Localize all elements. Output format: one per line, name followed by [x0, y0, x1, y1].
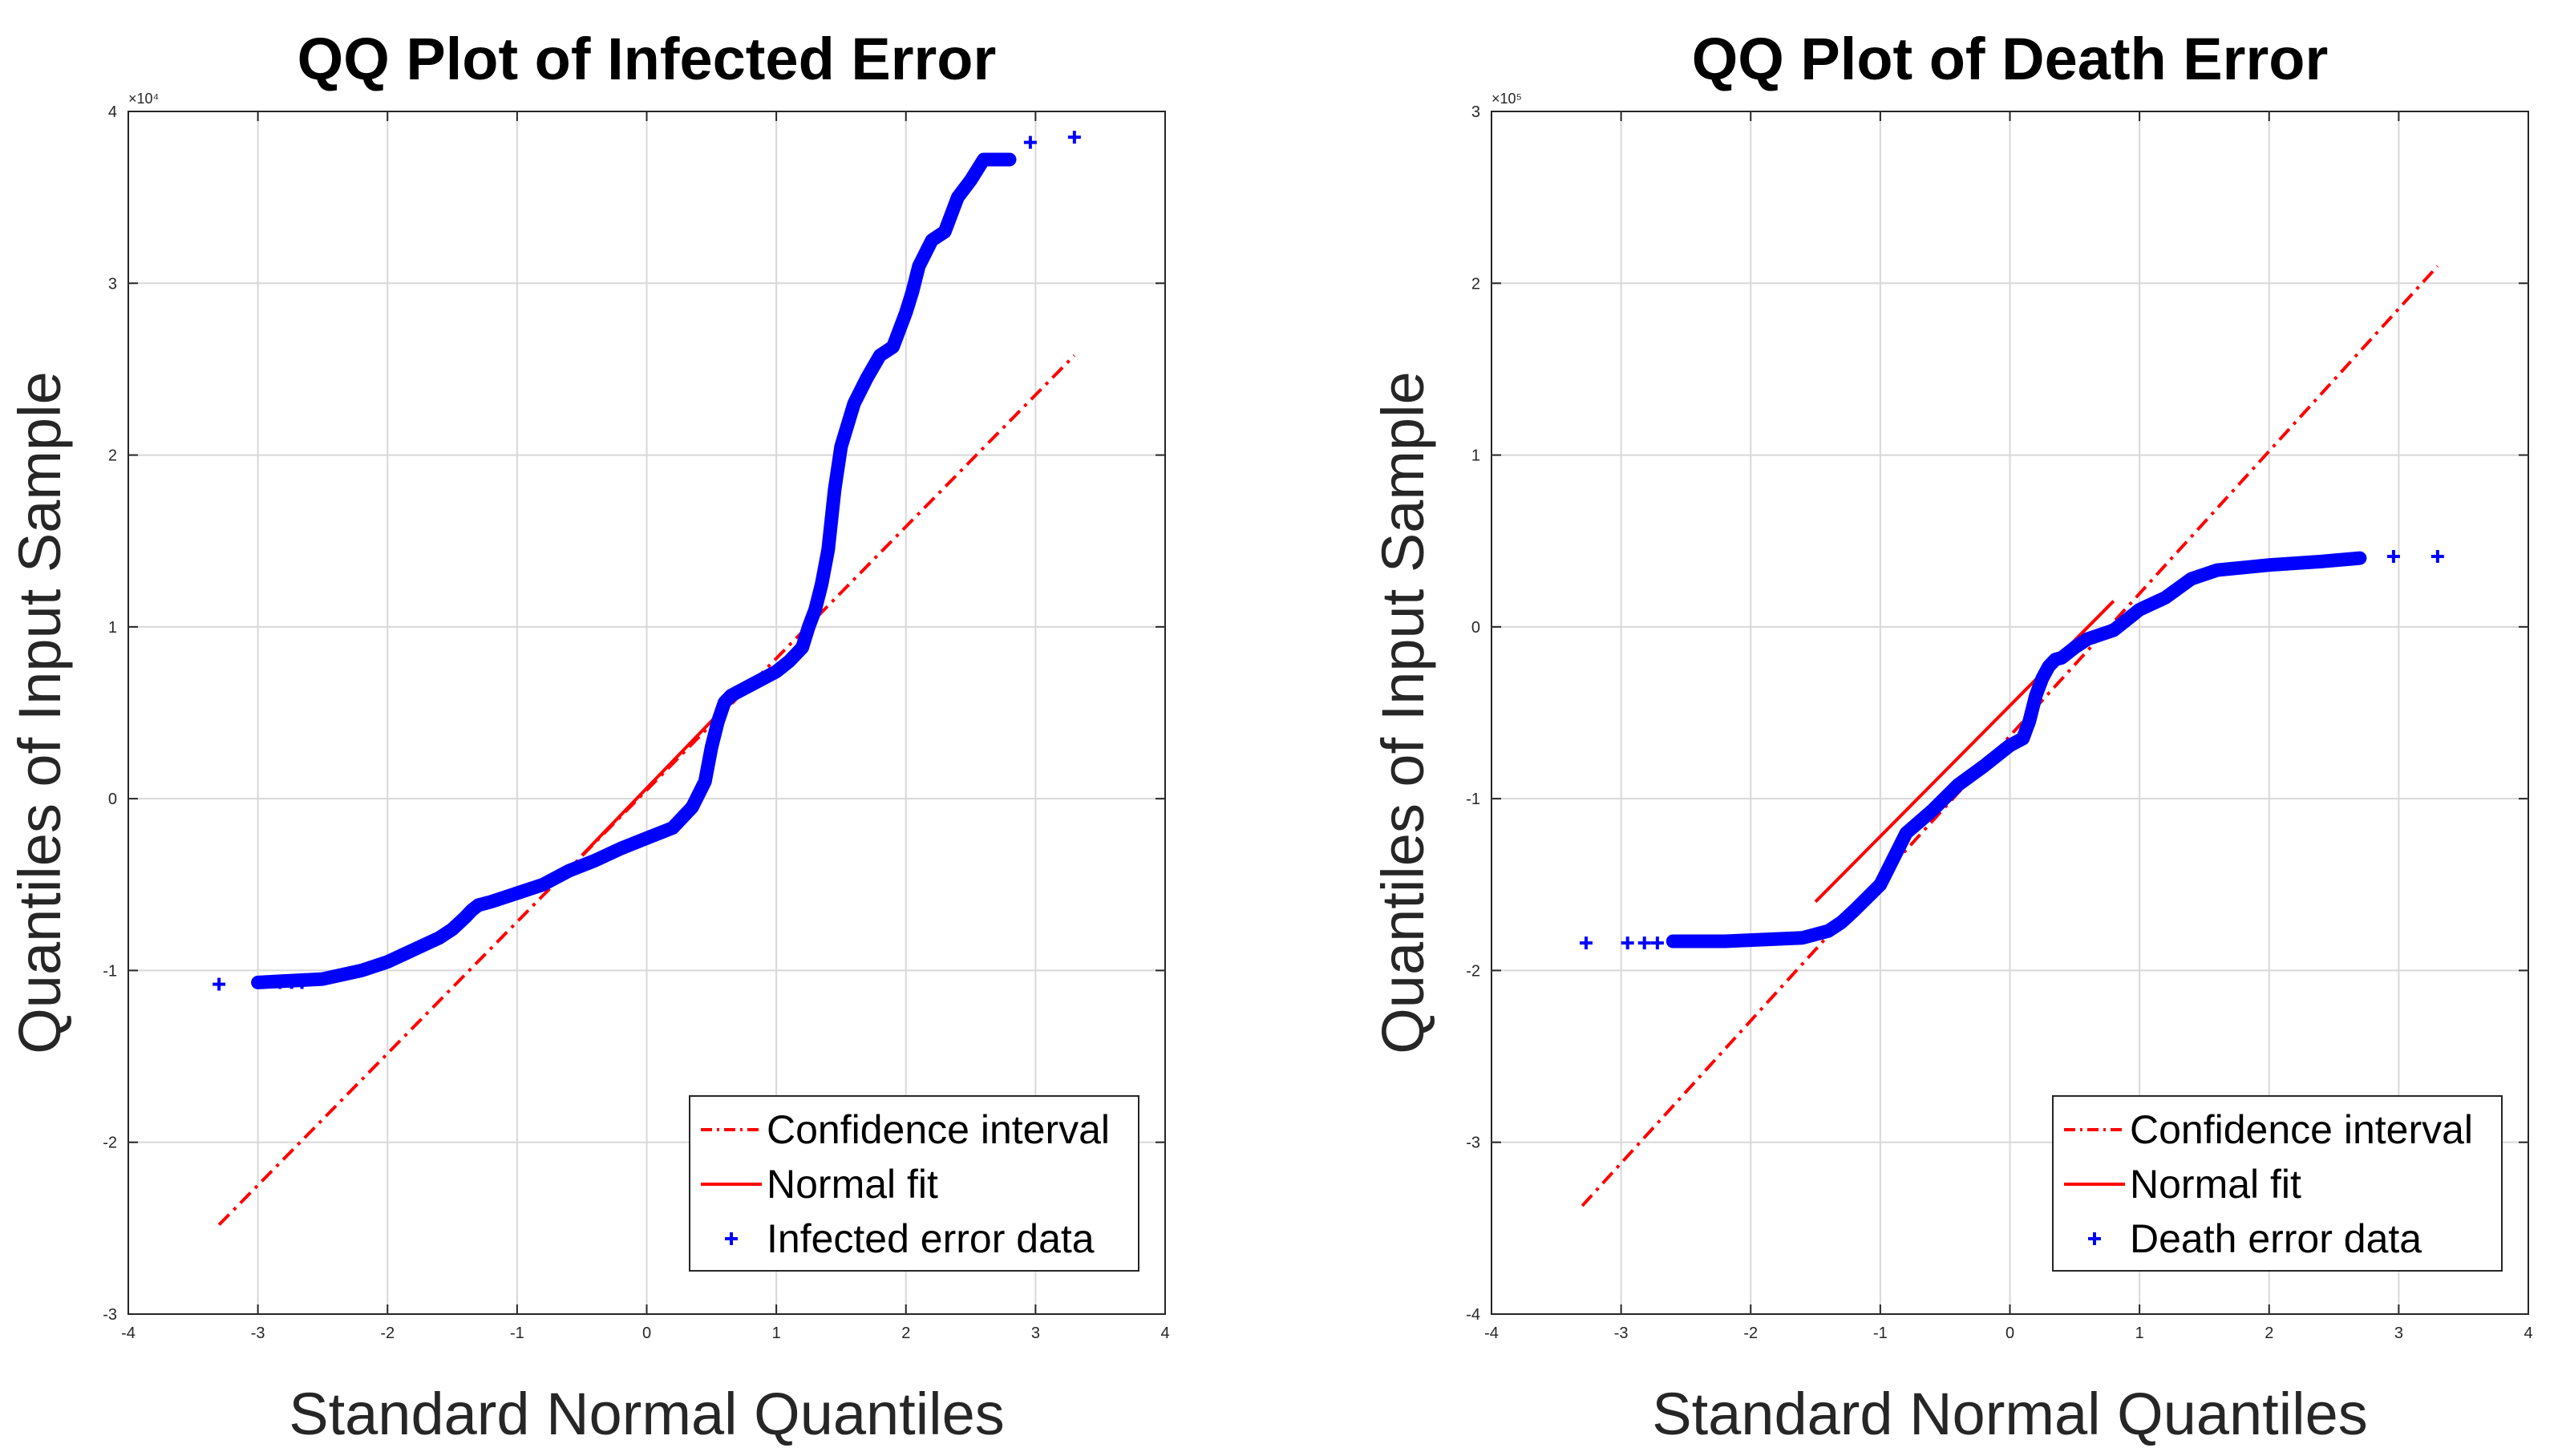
data-point — [212, 977, 226, 991]
y-tick-label: 3 — [1471, 103, 1480, 121]
data-point — [2430, 550, 2444, 563]
legend: Confidence interval Normal fit Death error… — [2052, 1095, 2503, 1272]
x-axis-label: Standard Normal Quantiles — [289, 1381, 1005, 1447]
y-tick-label: 0 — [108, 791, 117, 808]
x-tick-label: -2 — [1743, 1325, 1758, 1342]
x-tick-label: -4 — [121, 1325, 136, 1342]
x-tick-label: -3 — [1614, 1325, 1629, 1342]
y-tick-label: -2 — [103, 1134, 117, 1152]
x-tick-label: 0 — [2005, 1325, 2014, 1342]
x-tick-label: 1 — [772, 1325, 781, 1342]
data-series-curve — [1666, 551, 2367, 948]
data-point — [1650, 936, 1664, 950]
y-tick-label: -1 — [103, 962, 117, 980]
y-axis-multiplier: ×10⁴ — [128, 91, 159, 107]
x-tick-label: 3 — [1031, 1325, 1040, 1342]
data-point — [1637, 936, 1651, 950]
data-point — [2386, 550, 2400, 563]
x-tick-label: 4 — [1160, 1325, 1169, 1342]
y-tick-label: -4 — [1466, 1306, 1480, 1324]
x-tick-label: -3 — [251, 1325, 265, 1342]
legend-entry: Confidence interval — [767, 1107, 1110, 1152]
data-point — [1023, 135, 1037, 149]
x-tick-label: -2 — [380, 1325, 395, 1342]
x-tick-label: -4 — [1484, 1325, 1499, 1342]
x-tick-label: 1 — [2135, 1325, 2144, 1342]
x-tick-label: 2 — [901, 1325, 910, 1342]
x-tick-label: 3 — [2394, 1325, 2403, 1342]
x-tick-label: 0 — [642, 1325, 651, 1342]
legend-entry: Normal fit — [2130, 1162, 2301, 1207]
x-axis-label: Standard Normal Quantiles — [1652, 1381, 2368, 1447]
x-tick-label: 2 — [2265, 1325, 2273, 1342]
y-tick-label: -3 — [1466, 1134, 1480, 1152]
confidence-interval-line — [1581, 265, 2439, 1207]
y-tick-label: 2 — [1471, 275, 1480, 293]
y-tick-label: -1 — [1466, 791, 1480, 808]
legend: Confidence interval Normal fit Infected er… — [689, 1095, 1139, 1272]
y-tick-label: 4 — [108, 103, 117, 121]
y-tick-label: 1 — [108, 619, 117, 637]
legend-entry: Normal fit — [767, 1162, 938, 1207]
y-axis-label: Quantiles of Input Sample — [6, 371, 73, 1054]
data-point — [1621, 936, 1634, 950]
legend-box — [2052, 1095, 2503, 1272]
legend-box — [689, 1095, 1139, 1272]
x-tick-label: -1 — [1873, 1325, 1888, 1342]
data-point — [1579, 936, 1593, 950]
legend-swatch-data — [725, 1232, 738, 1245]
death-qq-plot: -4 -3 -2 -1 0 1 2 3 4 -4 -3 -2 -1 0 1 2 3 ×10⁵ QQ Plot of … — [1370, 26, 2533, 1447]
legend-entry: Death error data — [2130, 1216, 2422, 1261]
chart-title: QQ Plot of Death Error — [1692, 26, 2329, 92]
x-tick-label: 4 — [2524, 1325, 2532, 1342]
data-point — [295, 976, 309, 989]
y-tick-label: 1 — [1471, 447, 1480, 465]
normal-fit-line — [581, 706, 726, 857]
y-tick-label: 0 — [1471, 619, 1480, 637]
y-tick-label: 2 — [108, 447, 117, 465]
legend-swatch-data — [2088, 1232, 2101, 1245]
legend-entry: Infected error data — [767, 1216, 1095, 1261]
legend-entry: Confidence interval — [2130, 1107, 2473, 1152]
y-tick-label: 3 — [108, 275, 117, 293]
data-point — [1067, 131, 1081, 144]
data-point — [273, 976, 287, 989]
data-point — [253, 976, 267, 989]
y-axis-label: Quantiles of Input Sample — [1370, 371, 1436, 1054]
y-axis-multiplier: ×10⁵ — [1491, 91, 1522, 107]
y-tick-label: -3 — [103, 1306, 117, 1324]
x-tick-label: -1 — [510, 1325, 524, 1342]
y-tick-label: -2 — [1466, 962, 1480, 980]
chart-title: QQ Plot of Infected Error — [297, 26, 997, 92]
data-series-curve — [251, 152, 1017, 989]
